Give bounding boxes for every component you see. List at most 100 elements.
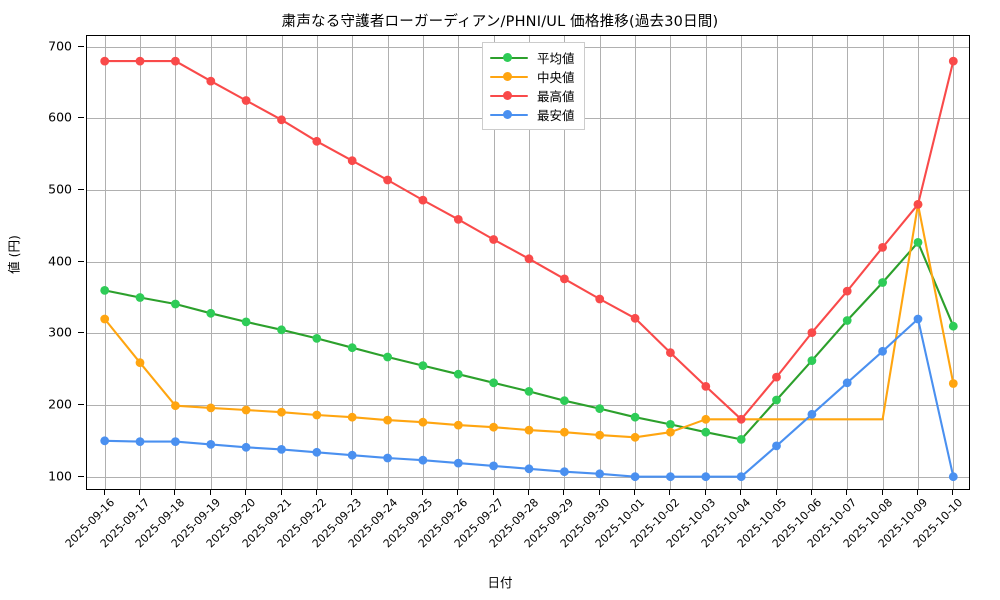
x-axis-ticks	[86, 490, 970, 496]
legend-item-最安値[interactable]: 最安値	[490, 105, 575, 124]
data-point	[312, 136, 322, 146]
data-point	[418, 361, 428, 370]
grid-line-vertical	[882, 36, 884, 489]
data-point	[630, 412, 640, 422]
data-point	[630, 472, 640, 482]
y-tick-mark	[78, 332, 84, 334]
x-tick-mark	[810, 490, 812, 495]
legend-label: 中央値	[537, 70, 575, 85]
data-point	[595, 430, 605, 440]
y-tick-mark	[78, 189, 84, 191]
grid-line-vertical	[316, 36, 318, 489]
data-point	[418, 195, 428, 205]
legend-item-最高値[interactable]: 最高値	[490, 86, 575, 105]
data-point	[772, 395, 781, 405]
y-tick-label: 700	[48, 38, 72, 54]
data-point	[277, 445, 286, 454]
data-point	[135, 358, 145, 368]
data-point	[241, 96, 251, 105]
grid-line-vertical	[281, 36, 283, 489]
data-point	[524, 254, 534, 264]
x-tick-mark	[634, 490, 636, 495]
grid-line-vertical	[705, 36, 707, 489]
legend-label: 平均値	[537, 51, 575, 66]
data-point	[878, 346, 887, 356]
data-point	[347, 412, 357, 422]
legend-swatch-icon	[490, 90, 528, 102]
data-point	[383, 352, 392, 362]
grid-line-horizontal	[87, 190, 969, 192]
legend-item-中央値[interactable]: 中央値	[490, 67, 575, 86]
data-point	[453, 458, 463, 468]
data-point	[736, 414, 746, 424]
x-tick-mark	[280, 490, 282, 495]
data-point	[489, 422, 498, 432]
grid-line-vertical	[175, 36, 177, 489]
data-point	[524, 387, 534, 396]
data-point	[100, 286, 110, 295]
x-tick-mark	[740, 490, 742, 495]
y-tick-mark	[78, 45, 84, 47]
data-point	[453, 420, 463, 430]
data-point	[666, 427, 675, 437]
x-tick-mark	[386, 490, 388, 495]
legend-item-平均値[interactable]: 平均値	[490, 48, 575, 67]
data-point	[135, 56, 145, 66]
y-axis-tick-labels: 100 200 300 400 500 600 700	[0, 35, 84, 490]
data-point	[277, 325, 286, 335]
x-tick-mark	[351, 490, 353, 495]
x-tick-mark	[174, 490, 176, 495]
data-point	[772, 441, 781, 451]
grid-line-vertical	[387, 36, 389, 489]
data-point	[913, 314, 923, 324]
data-point	[560, 467, 569, 477]
data-point	[171, 56, 180, 66]
x-tick-mark	[209, 490, 211, 495]
data-point	[701, 472, 711, 482]
x-tick-mark	[421, 490, 423, 495]
data-point	[807, 328, 817, 337]
data-point	[347, 343, 357, 353]
grid-line-vertical	[847, 36, 849, 489]
data-point	[206, 308, 216, 318]
data-point	[171, 299, 180, 309]
data-point	[878, 243, 887, 252]
grid-line-horizontal	[87, 476, 969, 478]
data-point	[135, 437, 145, 446]
data-point	[383, 415, 392, 425]
x-tick-mark	[775, 490, 777, 495]
data-point	[100, 314, 110, 324]
data-point	[347, 156, 357, 166]
data-point	[666, 420, 675, 429]
data-point	[418, 455, 428, 465]
y-tick-label: 200	[48, 396, 72, 412]
grid-line-horizontal	[87, 405, 969, 406]
data-point	[630, 313, 640, 323]
chart-title: 粛声なる守護者ローガーディアン/PHNI/UL 価格推移(過去30日間)	[281, 14, 719, 30]
legend-label: 最安値	[537, 108, 575, 123]
data-point	[701, 382, 711, 391]
data-point	[560, 274, 569, 284]
data-point	[277, 407, 286, 417]
data-point	[736, 435, 746, 444]
grid-line-vertical	[599, 36, 601, 489]
x-tick-mark	[598, 490, 600, 495]
data-point	[948, 472, 958, 482]
grid-line-vertical	[104, 36, 106, 489]
data-point	[666, 472, 675, 482]
x-tick-mark	[563, 490, 565, 495]
data-point	[948, 379, 958, 388]
grid-line-vertical	[352, 36, 354, 489]
data-point	[100, 436, 110, 446]
grid-line-horizontal	[87, 333, 969, 335]
x-tick-mark	[103, 490, 105, 495]
data-point	[312, 410, 322, 420]
legend-swatch-icon	[490, 109, 528, 121]
grid-line-vertical	[811, 36, 813, 489]
data-point	[453, 215, 463, 224]
grid-line-vertical	[776, 36, 778, 489]
data-point	[383, 453, 392, 463]
data-point	[347, 450, 357, 460]
data-point	[241, 442, 251, 452]
